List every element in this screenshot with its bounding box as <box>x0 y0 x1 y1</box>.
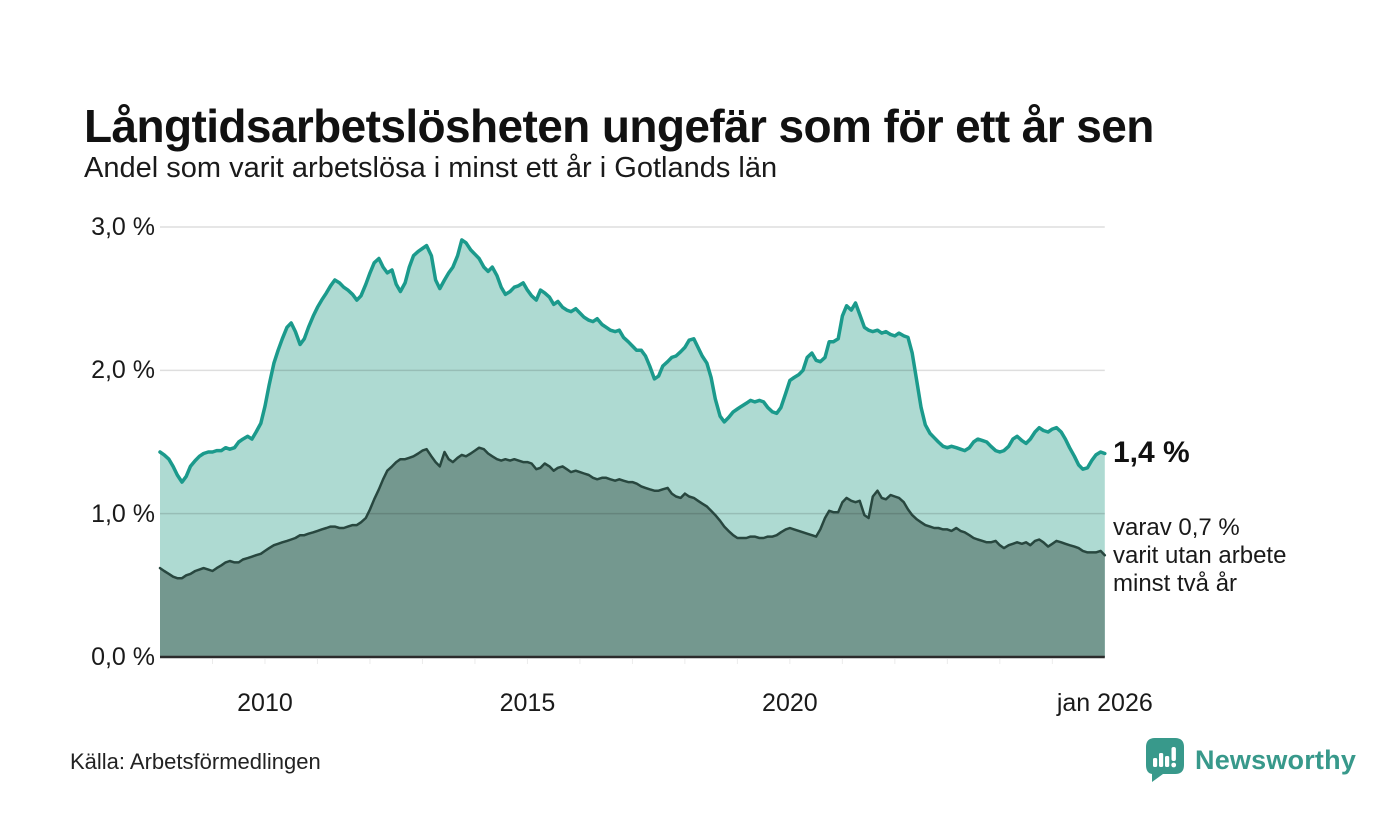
chart-area: 0,0 % 1,0 % 2,0 % 3,0 % 2010 2015 2020 jan 2026 <box>0 200 1400 760</box>
secondary-value-label: varav 0,7 % varit utan arbete minst två … <box>1113 514 1286 598</box>
page-title: Långtidsarbetslösheten ungefär som för e… <box>84 99 1154 152</box>
x-axis-label: 2020 <box>762 689 818 717</box>
area-chart <box>158 226 1107 664</box>
source-attribution: Källa: Arbetsförmedlingen <box>70 749 321 774</box>
y-axis-label: 3,0 % <box>91 213 155 241</box>
series-line-minst-tva-ar <box>158 446 1107 580</box>
x-axis-label: 2015 <box>499 689 556 717</box>
secondary-value-line: minst två år <box>1113 570 1238 597</box>
x-axis-label: 2010 <box>237 689 293 717</box>
secondary-value-line: varav 0,7 % <box>1113 514 1240 541</box>
chart-subtitle: Andel som varit arbetslösa i minst ett å… <box>84 152 778 184</box>
newsworthy-logo: Newsworthy <box>1144 736 1356 784</box>
area-fill-minst-tva-ar <box>160 447 1105 657</box>
y-axis-label: 0,0 % <box>91 643 155 671</box>
y-axis-label: 1,0 % <box>91 499 155 528</box>
series-line-minst-ett-ar <box>158 238 1107 484</box>
x-axis-label: jan 2026 <box>1056 689 1153 717</box>
newsworthy-wordmark: Newsworthy <box>1195 744 1357 775</box>
secondary-value-line: varit utan arbete <box>1113 542 1287 569</box>
y-axis-label: 2,0 % <box>91 356 155 385</box>
newsworthy-bubble-icon <box>1146 738 1184 782</box>
latest-value-label: 1,4 % <box>1113 436 1190 469</box>
